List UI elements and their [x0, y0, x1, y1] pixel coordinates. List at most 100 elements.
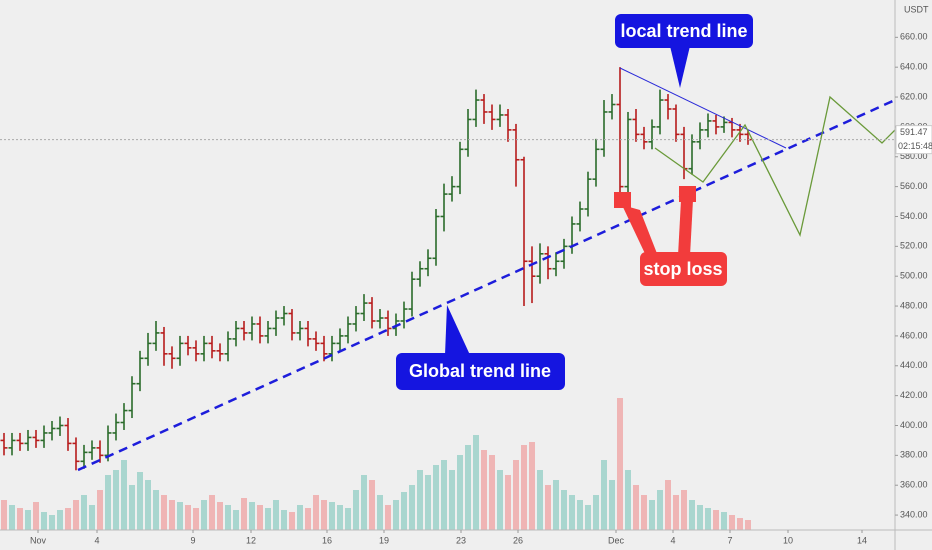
volume-bar: [41, 512, 47, 530]
y-tick-label: 480.00: [900, 300, 928, 310]
volume-bar: [129, 485, 135, 530]
volume-bar: [425, 475, 431, 530]
annotation: local trend line: [620, 21, 747, 41]
volume-bar: [225, 505, 231, 530]
volume-bar: [73, 500, 79, 530]
y-tick-label: 640.00: [900, 62, 928, 72]
y-tick-label: 400.00: [900, 420, 928, 430]
axes-layer: 340.00 360.00 380.00 400.00 420.00 440.00 460.…: [0, 32, 932, 545]
volume-bar: [593, 495, 599, 530]
volume-bar: [65, 508, 71, 530]
volume-bar: [81, 495, 87, 530]
volume-bar: [145, 480, 151, 530]
volume-bar: [529, 442, 535, 530]
volume-bar: [545, 485, 551, 530]
volume-bar: [17, 508, 23, 530]
volume-bar: [561, 490, 567, 530]
volume-bar: [57, 510, 63, 530]
volume-bar: [169, 500, 175, 530]
callout-box: [396, 353, 565, 390]
y-tick-label: 340.00: [900, 509, 928, 519]
volume-bar: [257, 505, 263, 530]
volume-bar: [441, 460, 447, 530]
volume-bar: [185, 505, 191, 530]
volume-bar: [569, 495, 575, 530]
volume-bar: [209, 495, 215, 530]
volume-bar: [137, 472, 143, 530]
volume-bar: [617, 398, 623, 530]
volume-bar: [265, 508, 271, 530]
volume-bar: [361, 475, 367, 530]
callout-pointer: [678, 200, 693, 256]
x-tick-label: 26: [513, 535, 523, 545]
volume-bar: [393, 500, 399, 530]
volume-layer: [1, 398, 751, 530]
callout-box: [640, 252, 727, 286]
volume-bar: [633, 485, 639, 530]
volume-bar: [457, 455, 463, 530]
volume-bar: [9, 505, 15, 530]
volume-bar: [193, 508, 199, 530]
y-tick-label: 620.00: [900, 91, 928, 101]
currency-label: USDT: [904, 4, 929, 14]
volume-bar: [353, 490, 359, 530]
volume-bar: [737, 518, 743, 530]
volume-bar: [177, 502, 183, 530]
volume-bar: [369, 480, 375, 530]
volume-bar: [745, 520, 751, 530]
volume-bar: [601, 460, 607, 530]
volume-bar: [585, 505, 591, 530]
volume-bar: [321, 500, 327, 530]
volume-bar: [489, 455, 495, 530]
volume-bar: [609, 480, 615, 530]
x-tick-label: 10: [783, 535, 793, 545]
volume-bar: [25, 510, 31, 530]
volume-bar: [313, 495, 319, 530]
volume-bar: [89, 505, 95, 530]
volume-bar: [241, 498, 247, 530]
volume-bar: [553, 480, 559, 530]
volume-bar: [345, 508, 351, 530]
volume-bar: [729, 515, 735, 530]
volume-bar: [121, 460, 127, 530]
volume-bar: [625, 470, 631, 530]
volume-bar: [201, 500, 207, 530]
volume-bar: [481, 450, 487, 530]
volume-bar: [113, 470, 119, 530]
volume-bar: [537, 470, 543, 530]
volume-bar: [681, 490, 687, 530]
volume-bar: [641, 495, 647, 530]
volume-bar: [49, 515, 55, 530]
x-tick-label: 4: [94, 535, 99, 545]
volume-bar: [401, 492, 407, 530]
callout-pointer: [622, 205, 658, 260]
volume-bar: [665, 480, 671, 530]
volume-bar: [105, 475, 111, 530]
volume-bar: [385, 505, 391, 530]
stop-marker: [679, 186, 696, 202]
x-tick-label: 4: [670, 535, 675, 545]
volume-bar: [289, 512, 295, 530]
volume-bar: [673, 495, 679, 530]
volume-bar: [273, 500, 279, 530]
volume-bar: [713, 510, 719, 530]
volume-bar: [281, 510, 287, 530]
volume-bar: [1, 500, 7, 530]
x-tick-label: 7: [727, 535, 732, 545]
last-price-label: 591.47: [900, 127, 928, 137]
x-tick-label: 19: [379, 535, 389, 545]
callout-pointer: [445, 305, 470, 355]
volume-bar: [497, 470, 503, 530]
projection-path: [654, 95, 896, 237]
volume-bar: [153, 490, 159, 530]
volume-bar: [377, 495, 383, 530]
x-tick-label: 9: [190, 535, 195, 545]
annotation: Global trend line: [409, 361, 551, 381]
x-tick-label: 23: [456, 535, 466, 545]
last-price-box: [895, 125, 932, 155]
volume-bar: [249, 502, 255, 530]
y-tick-label: 460.00: [900, 330, 928, 340]
y-tick-label: 540.00: [900, 211, 928, 221]
